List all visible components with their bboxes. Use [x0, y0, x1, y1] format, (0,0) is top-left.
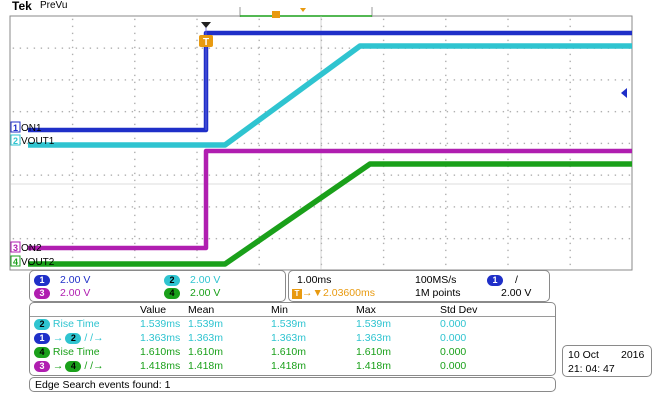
- measure-label[interactable]: 3 → 4 / /→: [34, 360, 104, 372]
- horizontal-settings-panel[interactable]: 1.00ms 100MS/s T →▼ 2.03600ms 1M points 1…: [288, 270, 550, 302]
- measure-header-max: Max: [356, 304, 376, 316]
- brand-logo: Tek: [12, 0, 32, 13]
- ch3-volts-per-div: 2.00 V: [60, 287, 91, 299]
- ch4-volts-per-div: 2.00 V: [190, 287, 221, 299]
- ch4-marker-num: 4: [13, 257, 18, 267]
- ch4-badge: 4: [164, 288, 180, 299]
- measure-header-min: Min: [271, 304, 288, 316]
- ch3-waveform: [28, 148, 632, 251]
- date: 10 Oct: [568, 349, 599, 361]
- status-bar: Edge Search events found: 1: [29, 377, 556, 392]
- trigger-marker[interactable]: T: [199, 22, 213, 48]
- sample-rate: 100MS/s: [415, 274, 457, 286]
- vertical-settings-panel[interactable]: 1 2.00 V 2 2.00 V 3 2.00 V 4 2.00 V: [29, 270, 286, 302]
- measure-value: 1.539m: [271, 318, 307, 330]
- measure-value: 1.363m: [271, 332, 307, 344]
- ch2-waveform: [28, 43, 632, 148]
- measure-value: 1.418m: [188, 360, 224, 372]
- ch3-marker: [10, 241, 21, 253]
- ch4-waveform: [28, 161, 632, 267]
- horizontal-scale: 1.00ms: [297, 274, 332, 286]
- time: 21: 04: 47: [568, 363, 615, 375]
- measure-value: 1.418ms: [140, 360, 181, 372]
- measure-value: 1.610m: [271, 346, 307, 358]
- measure-value: 1.610m: [188, 346, 224, 358]
- ch1-volts-per-div: 2.00 V: [60, 274, 91, 286]
- measure-value: 0.000: [440, 346, 467, 358]
- measure-label[interactable]: 1 → 2 / /→: [34, 332, 104, 344]
- datetime-panel: 10 Oct 2016 21: 04: 47: [562, 345, 652, 377]
- trigger-slope-icon: /: [515, 274, 518, 286]
- ch2-badge: 2: [164, 275, 180, 286]
- ch4-marker: [10, 255, 21, 267]
- measure-value: 1.363m: [356, 332, 392, 344]
- trigger-level-arrow: [621, 88, 627, 98]
- measure-header-std-dev: Std Dev: [440, 304, 478, 316]
- measure-label[interactable]: 2 Rise Time: [34, 318, 100, 330]
- measure-value: 0.000: [440, 332, 467, 344]
- measure-value: 1.418m: [271, 360, 307, 372]
- measurements-panel[interactable]: Value Mean Min Max Std Dev 2 Rise Time 1.539ms…: [29, 302, 556, 376]
- measure-value: 0.000: [440, 318, 467, 330]
- ch2-marker: [10, 134, 21, 146]
- waveforms: [28, 26, 632, 267]
- trigger-source-badge: 1: [487, 274, 503, 286]
- measure-value: 1.539m: [356, 318, 392, 330]
- ch1-badge: 1: [34, 275, 50, 286]
- delay-icon: T →▼: [292, 287, 323, 299]
- year: 2016: [621, 349, 645, 361]
- measure-value: 1.418m: [356, 360, 392, 372]
- trigger-level: 2.00 V: [501, 287, 532, 299]
- ch2-label: VOUT1: [21, 136, 55, 147]
- ch1-marker-num: 1: [13, 123, 18, 133]
- record-overview: [239, 7, 373, 18]
- measure-header-value: Value: [140, 304, 167, 316]
- measure-value: 1.363ms: [140, 332, 181, 344]
- trigger-position-marker: [300, 8, 306, 12]
- ch1-label: ON1: [21, 123, 42, 134]
- ch2-marker-num: 2: [13, 136, 18, 146]
- trigger-delay-icon: T: [292, 289, 302, 299]
- measure-header-mean: Mean: [188, 304, 215, 316]
- measure-value: 0.000: [440, 360, 467, 372]
- record-length: 1M points: [415, 287, 461, 299]
- ch3-vertical-setting[interactable]: 3 2.00 V: [34, 287, 90, 299]
- grid: [12, 18, 631, 266]
- horizontal-delay: 2.03600ms: [323, 287, 375, 299]
- ch3-badge: 3: [34, 288, 50, 299]
- ch3-marker-num: 3: [13, 243, 18, 253]
- measure-label[interactable]: 4 Rise Time: [34, 346, 100, 358]
- trigger-position-icon: [272, 11, 280, 18]
- mode-label: PreVu: [40, 0, 68, 11]
- ch1-marker: [10, 121, 21, 133]
- svg-text:T: T: [203, 37, 209, 48]
- ch4-label: VOUT2: [21, 257, 55, 268]
- ch1-vertical-setting[interactable]: 1 2.00 V: [34, 274, 90, 286]
- ch2-volts-per-div: 2.00 V: [190, 274, 221, 286]
- measure-value: 1.539ms: [140, 318, 181, 330]
- trigger-source: 1: [487, 275, 503, 286]
- measure-value: 1.610m: [356, 346, 392, 358]
- ch4-vertical-setting[interactable]: 4 2.00 V: [164, 287, 220, 299]
- ch3-label: ON2: [21, 243, 42, 254]
- ch2-vertical-setting[interactable]: 2 2.00 V: [164, 274, 220, 286]
- status-text: Edge Search events found: 1: [35, 379, 171, 391]
- brand-name: Tek: [12, 0, 32, 13]
- measure-value: 1.363m: [188, 332, 224, 344]
- measure-value: 1.539m: [188, 318, 224, 330]
- measure-value: 1.610ms: [140, 346, 181, 358]
